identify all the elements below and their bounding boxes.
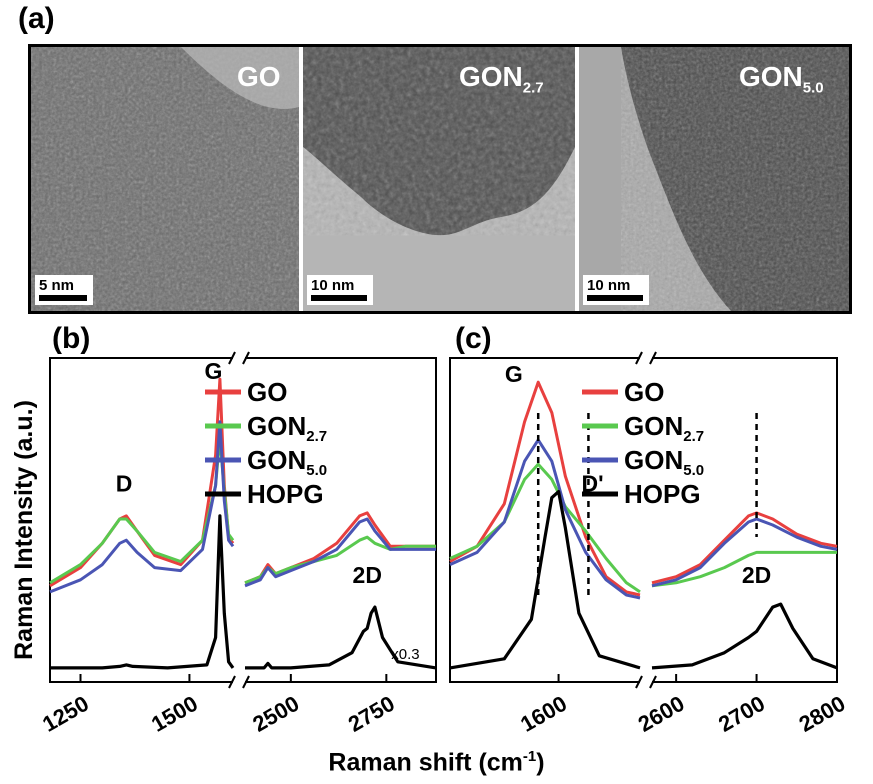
x-tick-label: 2800 [795, 691, 850, 737]
annotation-D: D' [581, 471, 603, 497]
axis-break-mark [242, 351, 250, 365]
tem-label-gon27: GON2.7 [459, 61, 544, 97]
series-line-GON50-seg1 [651, 517, 838, 588]
legend-label-GON50: GON5.0 [624, 445, 704, 479]
series-line-GO-seg1 [651, 511, 838, 585]
x-tick-label: 1250 [38, 691, 93, 737]
raman-chart-b: 1250 1500 2500 2750 D G 2D x0.3 GO GON2.7GON5.0HO… [38, 351, 437, 737]
x-tick-label: 2500 [248, 691, 303, 737]
axis-break-mark [242, 675, 250, 689]
legend-label-HOPG: HOPG [247, 479, 324, 509]
legend-label-GO: GO [247, 377, 287, 407]
y-axis-label-text: Raman Intensity (a.u.) [10, 400, 38, 660]
tem-label-gon50: GON5.0 [739, 61, 824, 97]
series-line-GON27-seg1 [651, 550, 837, 588]
panel-label-b: (b) [52, 322, 91, 355]
x-tick-label: 2750 [344, 691, 399, 737]
panel-label-c: (c) [455, 322, 492, 355]
legend-label-GON27: GON2.7 [624, 411, 704, 445]
series-line-HOPG-seg0 [449, 490, 641, 670]
series-line-GON50-seg1 [244, 517, 436, 588]
x-tick-label: 1500 [147, 691, 202, 737]
x-tick-label: 2700 [714, 691, 769, 737]
x-tick-label: 2600 [634, 691, 689, 737]
scale-bar-go: 5 nm [35, 275, 93, 305]
series-line-GON50-seg0 [449, 438, 641, 600]
tem-panel-go: GO 5 nm [31, 47, 299, 311]
series-line-HOPG-seg1 [245, 605, 437, 670]
axis-break-bottom [640, 678, 652, 686]
x-axis-label: Raman shift (cm-1) [328, 748, 545, 777]
series-line-GON50-seg0 [49, 420, 235, 594]
axis-break-top [233, 354, 245, 362]
tem-panel-gon27: GON2.7 10 nm [303, 47, 575, 311]
legend-label-GON27: GON2.7 [247, 411, 327, 445]
annotation-2D: 2D [353, 562, 382, 588]
axis-break-top [640, 354, 652, 362]
annotation-G: G [204, 358, 222, 384]
annotation-D: D [116, 471, 133, 497]
annotation-G: G [505, 361, 523, 387]
series-line-HOPG-seg0 [50, 514, 235, 670]
series-line-GO-seg0 [449, 380, 641, 597]
scale-bar-gon50: 10 nm [583, 275, 649, 305]
tem-image-strip: GO 5 nm GON2.7 10 nm GON5.0 10 nm [28, 44, 852, 314]
annotation-2D: 2D [742, 562, 771, 588]
axis-break-bottom [233, 678, 245, 686]
scale-bar-gon27: 10 nm [307, 275, 373, 305]
legend-label-GO: GO [624, 377, 664, 407]
axis-break-mark [228, 351, 236, 365]
legend-label-GON50: GON5.0 [247, 445, 327, 479]
plot-frame [49, 357, 437, 683]
axis-break-mark [649, 675, 657, 689]
y-axis-label: Raman Intensity (a.u.) [10, 400, 38, 660]
axis-break-mark [635, 351, 643, 365]
panel-label-a: (a) [18, 2, 55, 35]
annotation-x03: x0.3 [391, 646, 419, 663]
tem-textures [31, 47, 849, 311]
legend-label-HOPG: HOPG [624, 479, 701, 509]
series-line-HOPG-seg1 [651, 602, 838, 670]
axis-break-mark [635, 675, 643, 689]
tem-panel-gon50: GON5.0 10 nm [579, 47, 849, 311]
axis-break-mark [228, 675, 236, 689]
axis-break-mark [649, 351, 657, 365]
x-tick-label: 1600 [516, 691, 571, 737]
tem-label-go: GO [237, 61, 281, 92]
